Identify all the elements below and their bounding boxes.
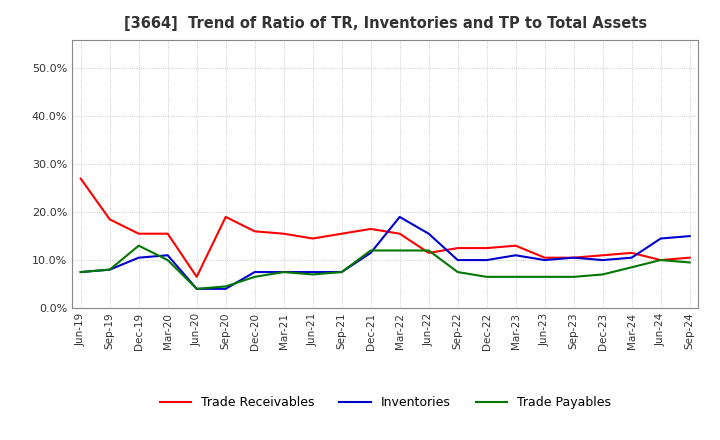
Inventories bbox=[541, 257, 549, 263]
Trade Payables bbox=[366, 248, 375, 253]
Trade Payables bbox=[685, 260, 694, 265]
Trade Receivables bbox=[454, 246, 462, 251]
Trade Receivables bbox=[192, 274, 201, 279]
Trade Receivables bbox=[541, 255, 549, 260]
Inventories bbox=[76, 269, 85, 275]
Trade Payables bbox=[221, 284, 230, 289]
Inventories bbox=[454, 257, 462, 263]
Trade Payables bbox=[598, 272, 607, 277]
Trade Payables bbox=[251, 274, 259, 279]
Trade Receivables bbox=[135, 231, 143, 236]
Inventories bbox=[627, 255, 636, 260]
Trade Receivables bbox=[627, 250, 636, 256]
Trade Receivables bbox=[251, 229, 259, 234]
Legend: Trade Receivables, Inventories, Trade Payables: Trade Receivables, Inventories, Trade Pa… bbox=[155, 392, 616, 414]
Trade Receivables bbox=[598, 253, 607, 258]
Inventories bbox=[482, 257, 491, 263]
Trade Receivables bbox=[163, 231, 172, 236]
Trade Payables bbox=[627, 264, 636, 270]
Trade Receivables bbox=[366, 226, 375, 231]
Trade Receivables bbox=[685, 255, 694, 260]
Inventories bbox=[395, 214, 404, 220]
Inventories bbox=[308, 269, 317, 275]
Trade Receivables bbox=[570, 255, 578, 260]
Inventories bbox=[685, 234, 694, 239]
Inventories bbox=[221, 286, 230, 291]
Inventories bbox=[598, 257, 607, 263]
Trade Receivables bbox=[105, 216, 114, 222]
Inventories bbox=[511, 253, 520, 258]
Trade Payables bbox=[192, 286, 201, 291]
Inventories bbox=[279, 269, 288, 275]
Trade Payables bbox=[308, 272, 317, 277]
Inventories bbox=[251, 269, 259, 275]
Trade Payables bbox=[454, 269, 462, 275]
Trade Payables bbox=[511, 274, 520, 279]
Inventories bbox=[192, 286, 201, 291]
Trade Receivables bbox=[424, 250, 433, 256]
Trade Receivables bbox=[482, 246, 491, 251]
Trade Payables bbox=[657, 257, 665, 263]
Line: Trade Receivables: Trade Receivables bbox=[81, 179, 690, 277]
Trade Receivables bbox=[657, 257, 665, 263]
Inventories bbox=[105, 267, 114, 272]
Trade Receivables bbox=[395, 231, 404, 236]
Trade Payables bbox=[570, 274, 578, 279]
Trade Payables bbox=[424, 248, 433, 253]
Trade Receivables bbox=[511, 243, 520, 248]
Trade Payables bbox=[76, 269, 85, 275]
Trade Payables bbox=[541, 274, 549, 279]
Inventories bbox=[366, 250, 375, 256]
Trade Payables bbox=[279, 269, 288, 275]
Line: Trade Payables: Trade Payables bbox=[81, 246, 690, 289]
Trade Payables bbox=[105, 267, 114, 272]
Inventories bbox=[570, 255, 578, 260]
Trade Receivables bbox=[279, 231, 288, 236]
Inventories bbox=[338, 269, 346, 275]
Line: Inventories: Inventories bbox=[81, 217, 690, 289]
Trade Payables bbox=[482, 274, 491, 279]
Trade Receivables bbox=[221, 214, 230, 220]
Trade Payables bbox=[163, 257, 172, 263]
Inventories bbox=[135, 255, 143, 260]
Trade Payables bbox=[338, 269, 346, 275]
Trade Payables bbox=[135, 243, 143, 248]
Trade Receivables bbox=[308, 236, 317, 241]
Trade Payables bbox=[395, 248, 404, 253]
Trade Receivables bbox=[76, 176, 85, 181]
Inventories bbox=[163, 253, 172, 258]
Inventories bbox=[424, 231, 433, 236]
Trade Receivables bbox=[338, 231, 346, 236]
Inventories bbox=[657, 236, 665, 241]
Title: [3664]  Trend of Ratio of TR, Inventories and TP to Total Assets: [3664] Trend of Ratio of TR, Inventories… bbox=[124, 16, 647, 32]
